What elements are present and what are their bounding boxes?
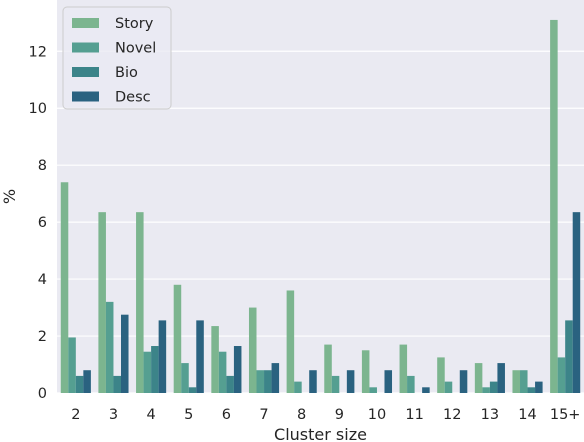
bar-story-3 [98, 212, 106, 393]
bar-novel-4 [143, 351, 152, 393]
bar-novel-13 [482, 387, 490, 393]
bar-story-5 [173, 284, 182, 393]
bar-novel-7 [256, 370, 265, 393]
bar-desc-10 [384, 370, 393, 393]
x-tick-label: 8 [297, 407, 306, 423]
bar-novel-12 [444, 381, 453, 393]
legend-swatch-story [72, 18, 99, 28]
bar-story-11 [399, 344, 408, 393]
y-tick-label: 8 [38, 158, 47, 174]
bar-desc-11 [422, 387, 430, 393]
bar-novel-3 [105, 301, 114, 393]
bar-bio-6 [226, 375, 234, 393]
bar-novel-2 [68, 337, 76, 393]
bar-desc-5 [196, 320, 204, 393]
y-tick-label: 2 [38, 329, 47, 345]
bar-bio-5 [188, 387, 197, 393]
bar-desc-12 [459, 370, 468, 393]
bar-story-14 [512, 370, 521, 393]
bar-story-10 [361, 350, 370, 393]
bar-bio-4 [151, 346, 159, 393]
y-tick-label: 12 [29, 44, 47, 60]
legend-label-novel: Novel [115, 41, 156, 57]
bar-novel-11 [407, 375, 415, 393]
bar-story-2 [60, 182, 69, 393]
x-tick-label: 2 [71, 407, 80, 423]
bar-bio-15plus [565, 320, 573, 393]
bar-story-8 [286, 290, 295, 393]
bar-novel-6 [218, 351, 227, 393]
bar-novel-10 [369, 387, 377, 393]
bar-desc-3 [120, 314, 129, 393]
x-tick-label: 6 [222, 407, 231, 423]
bar-story-6 [211, 326, 219, 393]
bar-bio-3 [113, 375, 121, 393]
x-tick-label: 5 [184, 407, 193, 423]
bar-desc-9 [346, 370, 355, 393]
bar-story-9 [324, 344, 332, 393]
bar-bio-13 [489, 381, 498, 393]
bar-desc-7 [271, 363, 280, 393]
bar-novel-14 [520, 370, 528, 393]
bar-desc-8 [309, 370, 317, 393]
legend-frame [62, 6, 172, 110]
y-tick-labels: 0 2 4 6 8 10 12 [29, 44, 47, 402]
bar-novel-15plus [557, 357, 566, 393]
bar-story-7 [248, 307, 257, 393]
x-tick-labels: 2 3 4 5 6 7 8 9 10 11 12 13 14 15+ [71, 407, 580, 423]
bar-desc-14 [535, 381, 543, 393]
y-tick-label: 10 [29, 101, 47, 117]
x-axis-label: Cluster size [274, 425, 367, 442]
x-tick-label: 15+ [550, 407, 581, 423]
x-tick-label: 9 [335, 407, 344, 423]
bar-desc-2 [83, 370, 91, 393]
y-tick-label: 4 [38, 272, 47, 288]
bars [60, 19, 581, 393]
legend-swatch-novel [72, 42, 99, 53]
x-tick-label: 3 [109, 407, 118, 423]
legend-swatch-bio [72, 67, 99, 77]
bar-bio-14 [527, 387, 536, 393]
bar-story-13 [474, 363, 483, 393]
y-tick-label: 6 [38, 215, 47, 231]
y-axis-label: % [0, 189, 19, 204]
legend-swatch-desc [72, 91, 99, 102]
bar-bio-2 [75, 375, 84, 393]
x-tick-label: 13 [481, 407, 499, 423]
bar-bio-7 [264, 370, 272, 393]
x-tick-label: 10 [368, 407, 386, 423]
bar-novel-9 [331, 375, 340, 393]
x-tick-label: 14 [518, 407, 536, 423]
legend-label-story: Story [115, 16, 154, 32]
bar-desc-6 [233, 346, 242, 393]
bar-novel-8 [294, 381, 302, 393]
x-tick-label: 7 [259, 407, 268, 423]
bar-desc-13 [497, 363, 505, 393]
bar-story-4 [136, 212, 144, 393]
bar-story-12 [437, 357, 445, 393]
x-tick-label: 12 [443, 407, 461, 423]
legend: Story Novel Bio Desc [62, 6, 172, 110]
y-tick-label: 0 [38, 386, 47, 402]
bar-novel-5 [181, 363, 189, 393]
legend-label-desc: Desc [115, 90, 151, 106]
legend-label-bio: Bio [115, 65, 138, 81]
bar-desc-4 [158, 320, 167, 393]
bar-story-15plus [550, 19, 558, 393]
x-tick-label: 4 [146, 407, 155, 423]
x-tick-label: 11 [405, 407, 423, 423]
bar-desc-15plus [572, 212, 581, 393]
